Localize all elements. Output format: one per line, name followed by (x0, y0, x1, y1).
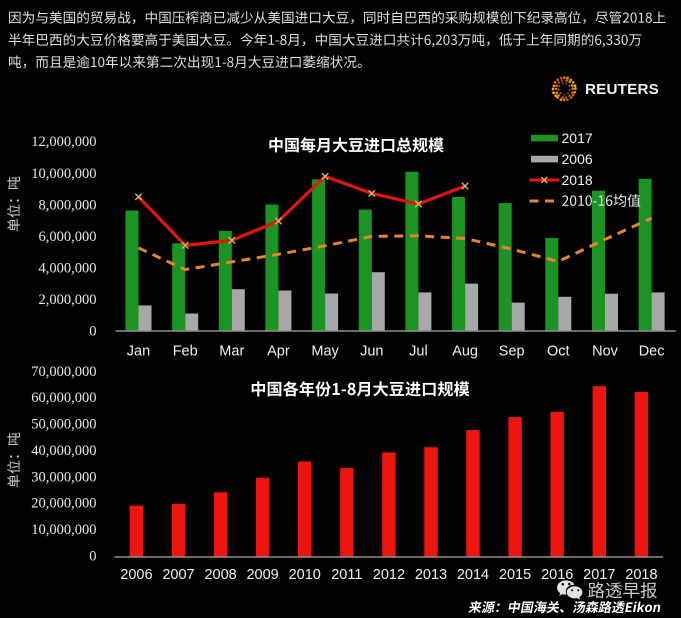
svg-text:2006: 2006 (120, 567, 152, 583)
svg-text:4,000,000: 4,000,000 (39, 260, 97, 276)
svg-text:2018: 2018 (625, 567, 657, 583)
svg-text:70,000,000: 70,000,000 (31, 364, 96, 380)
svg-text:20,000,000: 20,000,000 (31, 496, 96, 512)
svg-text:8,000,000: 8,000,000 (39, 197, 97, 213)
svg-text:2011: 2011 (331, 567, 362, 583)
svg-text:2009: 2009 (246, 567, 278, 583)
svg-text:2013: 2013 (415, 567, 447, 583)
svg-text:2017: 2017 (583, 567, 615, 583)
svg-text:60,000,000: 60,000,000 (31, 390, 96, 406)
svg-text:2006: 2006 (562, 151, 593, 167)
svg-text:Sep: Sep (499, 344, 525, 360)
svg-text:Jun: Jun (360, 344, 383, 360)
svg-text:0: 0 (89, 324, 96, 340)
svg-text:2016: 2016 (541, 567, 573, 583)
svg-text:10,000,000: 10,000,000 (31, 166, 96, 182)
svg-text:6,000,000: 6,000,000 (39, 229, 97, 245)
svg-text:Mar: Mar (219, 344, 244, 360)
svg-text:2015: 2015 (499, 567, 531, 583)
svg-text:40,000,000: 40,000,000 (31, 443, 96, 459)
svg-text:0: 0 (89, 548, 96, 564)
svg-text:2014: 2014 (457, 567, 489, 583)
svg-text:Nov: Nov (592, 344, 619, 360)
svg-text:Apr: Apr (267, 344, 290, 360)
svg-text:May: May (311, 344, 339, 360)
svg-text:2012: 2012 (373, 567, 405, 583)
svg-text:Feb: Feb (173, 344, 198, 360)
svg-text:Oct: Oct (547, 344, 570, 360)
svg-text:Jul: Jul (409, 344, 428, 360)
svg-text:2008: 2008 (204, 567, 236, 583)
svg-text:2007: 2007 (162, 567, 194, 583)
svg-text:50,000,000: 50,000,000 (31, 417, 96, 433)
svg-text:2010: 2010 (289, 567, 321, 583)
svg-text:12,000,000: 12,000,000 (31, 134, 96, 150)
svg-text:2017: 2017 (562, 130, 593, 146)
svg-text:Dec: Dec (639, 344, 665, 360)
svg-text:REUTERS: REUTERS (585, 81, 659, 98)
svg-text:30,000,000: 30,000,000 (31, 469, 96, 485)
svg-text:Jan: Jan (127, 344, 150, 360)
svg-text:2,000,000: 2,000,000 (39, 292, 97, 308)
svg-text:Aug: Aug (452, 344, 478, 360)
svg-text:2018: 2018 (562, 172, 593, 188)
svg-text:10,000,000: 10,000,000 (31, 522, 96, 538)
